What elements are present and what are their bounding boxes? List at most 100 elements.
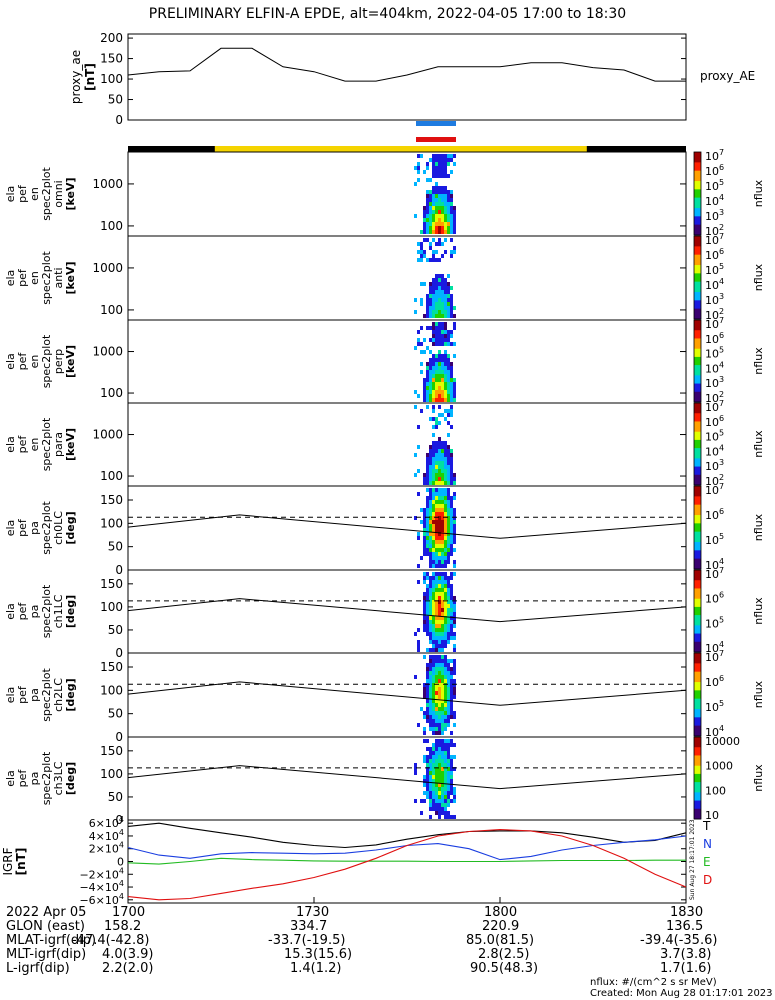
heatmap-cell <box>450 600 453 604</box>
heatmap-cell <box>441 667 444 671</box>
mlt-value: 3.7(3.8) <box>660 947 712 962</box>
colorbar-segment <box>694 719 701 722</box>
heatmap-cell <box>423 731 426 735</box>
colorbar-segment <box>694 283 701 287</box>
colorbar-segment <box>694 749 701 752</box>
heatmap-cell <box>432 775 435 779</box>
heatmap-cell <box>441 795 444 799</box>
colorbar-segment <box>694 523 701 526</box>
heatmap-cell <box>444 457 447 461</box>
heatmap-cell <box>441 683 444 687</box>
heatmap-cell <box>447 334 450 338</box>
heatmap-cell <box>426 362 429 366</box>
heatmap-cell <box>429 795 432 799</box>
lshell-label: L-igrf(dip) <box>6 961 70 976</box>
heatmap-cell <box>432 449 435 453</box>
heatmap-cell <box>444 532 447 536</box>
panel-frame <box>127 235 687 321</box>
heatmap-cell <box>432 210 435 214</box>
heatmap-cell <box>423 481 426 485</box>
heatmap-cell <box>441 374 444 378</box>
heatmap-cell <box>423 576 426 580</box>
heatmap-cell <box>435 640 438 644</box>
colorbar-segment <box>694 704 701 708</box>
heatmap-cell <box>432 679 435 683</box>
heatmap-cell <box>438 600 441 604</box>
heatmap-cell <box>450 632 453 636</box>
heatmap-cell <box>447 560 450 564</box>
colorbar-segment <box>694 814 701 818</box>
heatmap-cell <box>426 663 429 667</box>
colorbar-segment <box>694 197 701 201</box>
heatmap-cell <box>444 496 447 500</box>
colorbar-segment <box>694 502 701 506</box>
colorbar-segment <box>694 548 701 551</box>
heatmap-cell <box>441 453 444 457</box>
heatmap-cell <box>435 386 438 390</box>
heatmap-cell <box>438 461 441 465</box>
heatmap-cell <box>438 278 441 282</box>
heatmap-cell <box>429 520 432 524</box>
heatmap-cell <box>444 576 447 580</box>
heatmap-cell <box>441 162 444 166</box>
y-tick-label: 100 <box>100 386 123 400</box>
colorbar-frame <box>693 319 702 403</box>
heatmap-cell <box>435 779 438 783</box>
heatmap-cell <box>450 683 453 687</box>
heatmap-cell <box>447 739 450 743</box>
heatmap-cell <box>438 675 441 679</box>
heatmap-cell <box>414 214 417 218</box>
heatmap-cell <box>444 282 447 286</box>
heatmap-cell <box>432 190 435 194</box>
heatmap-cell <box>435 477 438 481</box>
colorbar-segment <box>694 667 701 671</box>
heatmap-cell <box>450 206 453 210</box>
colorbar-segment <box>694 285 701 289</box>
colorbar-segment <box>694 498 701 502</box>
colorbar-segment <box>694 195 701 199</box>
heatmap-cell <box>432 433 435 437</box>
heatmap-cell <box>447 612 450 616</box>
heatmap-cell <box>450 667 453 671</box>
heatmap-cell <box>426 612 429 616</box>
colorbar-segment <box>694 790 701 793</box>
heatmap-cell <box>432 492 435 496</box>
heatmap-cell <box>432 783 435 787</box>
heatmap-cell <box>435 194 438 198</box>
heatmap-cell <box>450 481 453 485</box>
heatmap-cell <box>435 496 438 500</box>
heatmap-cell <box>423 711 426 715</box>
colorbar-segment <box>694 631 701 635</box>
heatmap-cell <box>426 648 429 652</box>
heatmap-cell <box>453 218 456 222</box>
colorbar-segment <box>694 298 701 301</box>
heatmap-cell <box>420 799 423 803</box>
colorbar-segment <box>694 582 701 585</box>
heatmap-cell <box>450 596 453 600</box>
heatmap-cell <box>432 342 435 346</box>
colorbar-segment <box>694 633 701 637</box>
heatmap-cell <box>435 182 438 186</box>
heatmap-cell <box>426 178 429 182</box>
heatmap-cell <box>438 512 441 516</box>
colorbar-segment <box>694 725 701 729</box>
colorbar-segment <box>694 417 701 420</box>
heatmap-cell <box>441 314 444 318</box>
colorbar-label: nflux <box>752 263 765 291</box>
colorbar-segment <box>694 647 701 651</box>
colorbar-segment <box>694 399 701 403</box>
heatmap-cell <box>435 584 438 588</box>
heatmap-cell <box>432 580 435 584</box>
heatmap-cell <box>447 366 450 370</box>
heatmap-cell <box>435 322 438 326</box>
heatmap-cell <box>423 544 426 548</box>
heatmap-cell <box>429 592 432 596</box>
heatmap-cell <box>435 580 438 584</box>
heatmap-cell <box>441 358 444 362</box>
heatmap-cell <box>423 382 426 386</box>
heatmap-cell <box>438 366 441 370</box>
colorbar-segment <box>694 326 701 329</box>
heatmap-cell <box>420 246 423 250</box>
heatmap-cell <box>432 596 435 600</box>
